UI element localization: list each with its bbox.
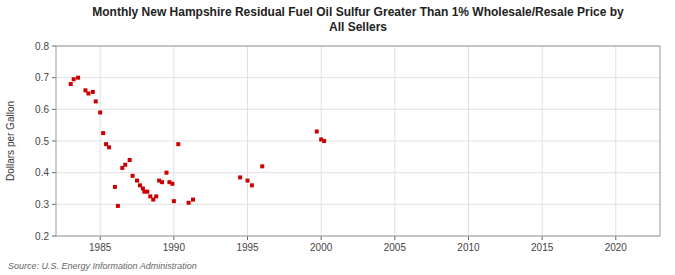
point <box>191 198 195 202</box>
point <box>160 180 164 184</box>
y-grid-line <box>56 204 660 205</box>
x-tick <box>100 236 101 240</box>
x-tick-label: 2020 <box>605 242 628 253</box>
x-tick-label: 2000 <box>310 242 333 253</box>
y-grid-line <box>56 109 660 110</box>
point <box>128 158 132 162</box>
y-grid-line <box>56 172 660 173</box>
y-grid-line <box>56 141 660 142</box>
plot-frame <box>56 46 660 236</box>
source-note: Source: U.S. Energy Information Administ… <box>8 261 197 271</box>
y-grid-line <box>56 77 660 78</box>
point <box>170 182 174 186</box>
y-tick <box>52 109 56 110</box>
point <box>98 111 102 115</box>
point <box>315 130 319 134</box>
point <box>101 131 105 135</box>
y-tick <box>52 46 56 47</box>
x-tick <box>321 236 322 240</box>
point <box>164 171 168 175</box>
point <box>246 179 250 183</box>
y-tick <box>52 141 56 142</box>
y-axis-label: Dollars per Gallon <box>5 101 16 181</box>
x-tick <box>542 236 543 240</box>
y-tick-label: 0.8 <box>35 41 49 52</box>
point <box>260 164 264 168</box>
point <box>94 99 98 103</box>
point <box>187 201 191 205</box>
y-tick-label: 0.4 <box>35 167 49 178</box>
x-tick <box>615 236 616 240</box>
x-tick <box>247 236 248 240</box>
point <box>72 77 76 81</box>
title: Monthly New Hampshire Residual Fuel Oil … <box>92 5 624 34</box>
point <box>145 190 149 194</box>
chart-svg: Monthly New Hampshire Residual Fuel Oil … <box>0 0 675 275</box>
title-line: All Sellers <box>329 20 387 34</box>
point <box>91 90 95 94</box>
point <box>86 92 90 96</box>
x-tick <box>173 236 174 240</box>
point <box>154 194 158 198</box>
grid <box>56 46 660 236</box>
y-tick-label: 0.3 <box>35 199 49 210</box>
point <box>322 139 326 143</box>
points <box>69 76 326 208</box>
point <box>172 199 176 203</box>
point <box>107 145 111 149</box>
y-tick <box>52 172 56 173</box>
point <box>113 185 117 189</box>
point <box>238 175 242 179</box>
x-tick-label: 1985 <box>89 242 112 253</box>
x-tick-label: 1995 <box>236 242 259 253</box>
point <box>69 82 73 86</box>
point <box>250 183 254 187</box>
chart-container: Monthly New Hampshire Residual Fuel Oil … <box>0 0 675 275</box>
y-tick <box>52 236 56 237</box>
title-line: Monthly New Hampshire Residual Fuel Oil … <box>92 5 624 19</box>
y-tick-label: 0.7 <box>35 72 49 83</box>
plot-area <box>56 46 660 236</box>
y-tick-label: 0.2 <box>35 231 49 242</box>
point <box>123 163 127 167</box>
y-tick <box>52 204 56 205</box>
x-tick <box>394 236 395 240</box>
point <box>176 142 180 146</box>
y-tick <box>52 77 56 78</box>
x-tick-label: 2015 <box>531 242 554 253</box>
x-tick-label: 2010 <box>457 242 480 253</box>
point <box>135 179 139 183</box>
x-tick-label: 1990 <box>163 242 186 253</box>
point <box>131 174 135 178</box>
point <box>76 76 80 80</box>
y-tick-label: 0.5 <box>35 136 49 147</box>
y-tick-label: 0.6 <box>35 104 49 115</box>
point <box>116 204 120 208</box>
x-tick-label: 2005 <box>384 242 407 253</box>
x-tick <box>468 236 469 240</box>
